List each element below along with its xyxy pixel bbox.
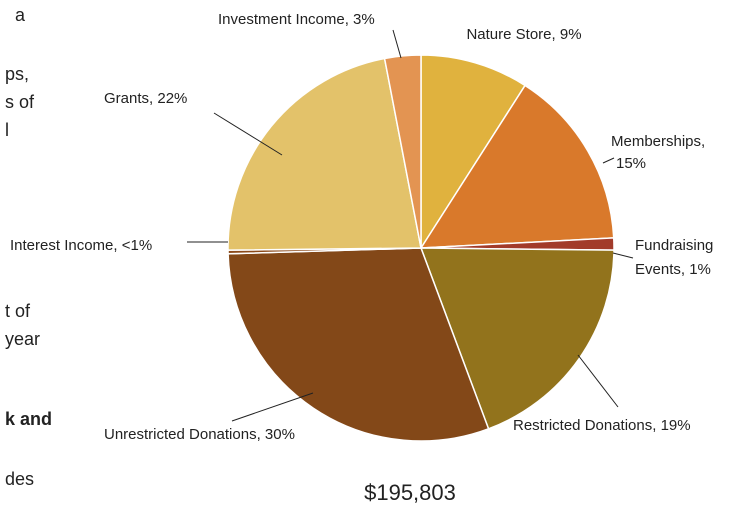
slice-label: Nature Store, 9%	[466, 26, 581, 43]
slice-label: Interest Income, <1%	[10, 237, 152, 254]
leader-line	[231, 392, 314, 422]
leader-line	[612, 252, 634, 259]
side-text: t of	[5, 301, 31, 321]
total: $195,803	[364, 480, 456, 505]
pie	[227, 54, 615, 442]
slice-label: Events, 1%	[635, 261, 711, 278]
pie-slice	[419, 84, 615, 249]
slice-label: Unrestricted Donations, 30%	[104, 426, 295, 443]
pie-slice	[227, 247, 490, 442]
leader-line	[602, 157, 615, 164]
slice-label: Restricted Donations, 19%	[513, 417, 691, 434]
leader-line	[392, 29, 402, 59]
side-text: ps,	[5, 64, 29, 84]
cut-off-text: a ps, s of l t of year k and des	[5, 5, 52, 489]
pie-slice	[227, 57, 422, 251]
pie-slice	[419, 247, 615, 430]
pie-slice	[420, 54, 527, 251]
slice-label: Investment Income, 3%	[218, 11, 375, 28]
slice-label: Grants, 22%	[104, 90, 187, 107]
side-text: l	[5, 120, 9, 140]
slice-label: 15%	[616, 155, 646, 172]
leader-line	[213, 112, 283, 156]
side-text: des	[5, 469, 34, 489]
slice-label: Fundraising	[635, 237, 713, 254]
slice-label: Memberships,	[611, 133, 705, 150]
slice-labels: Nature Store, 9% Memberships, 15% Fundraisi…	[10, 11, 713, 443]
side-text: k and	[5, 409, 52, 429]
side-text: s of	[5, 92, 35, 112]
side-text: a	[15, 5, 26, 25]
leader-line	[577, 354, 619, 408]
pie-slice	[383, 54, 422, 249]
side-text: year	[5, 329, 40, 349]
